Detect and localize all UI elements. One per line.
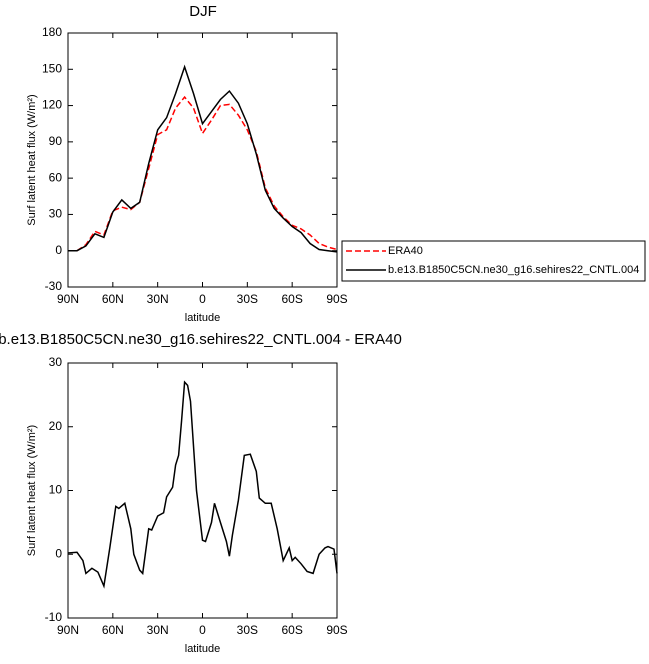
legend-label: b.e13.B1850C5CN.ne30_g16.sehires22_CNTL.…	[388, 264, 639, 276]
y-axis-label: Surf latent heat flux (W/m²)	[26, 94, 38, 225]
y-tick-label: 0	[55, 546, 62, 560]
x-tick-label: 90S	[326, 623, 347, 637]
chart-title: DJF	[189, 3, 217, 20]
x-tick-label: 60N	[102, 623, 124, 637]
data-line	[68, 95, 338, 252]
y-tick-label: 180	[42, 25, 62, 39]
y-tick-label: 60	[49, 170, 63, 184]
plot-frame	[67, 32, 338, 288]
y-tick-label: 0	[55, 243, 62, 257]
y-tick-label: 150	[42, 61, 62, 75]
legend-box	[341, 240, 646, 282]
x-axis-label: latitude	[185, 312, 220, 324]
y-tick-label: 30	[49, 355, 63, 369]
x-tick-label: 90N	[57, 623, 79, 637]
x-tick-label: 30N	[147, 623, 169, 637]
x-tick-label: 60S	[281, 623, 302, 637]
x-tick-label: 90N	[57, 292, 79, 306]
y-tick-label: 90	[49, 134, 63, 148]
y-tick-label: 30	[49, 207, 63, 221]
x-tick-label: 30S	[237, 292, 258, 306]
x-tick-label: 60N	[102, 292, 124, 306]
x-tick-label: 0	[199, 292, 206, 306]
data-line	[68, 64, 338, 253]
y-axis-label: Surf latent heat flux (W/m²)	[26, 425, 38, 556]
x-tick-label: 0	[199, 623, 206, 637]
x-tick-label: 30N	[147, 292, 169, 306]
plot-frame	[67, 362, 338, 619]
x-tick-label: 30S	[237, 623, 258, 637]
x-tick-label: 90S	[326, 292, 347, 306]
x-axis-label: latitude	[185, 643, 220, 655]
y-tick-label: 20	[49, 419, 63, 433]
legend-label: ERA40	[388, 245, 423, 257]
y-tick-label: 120	[42, 98, 62, 112]
y-tick-label: -10	[45, 610, 63, 624]
y-tick-label: 10	[49, 483, 63, 497]
x-tick-label: 60S	[281, 292, 302, 306]
y-tick-label: -30	[45, 279, 63, 293]
data-line	[67, 380, 338, 589]
chart-title: b.e13.B1850C5CN.ne30_g16.sehires22_CNTL.…	[0, 331, 402, 348]
